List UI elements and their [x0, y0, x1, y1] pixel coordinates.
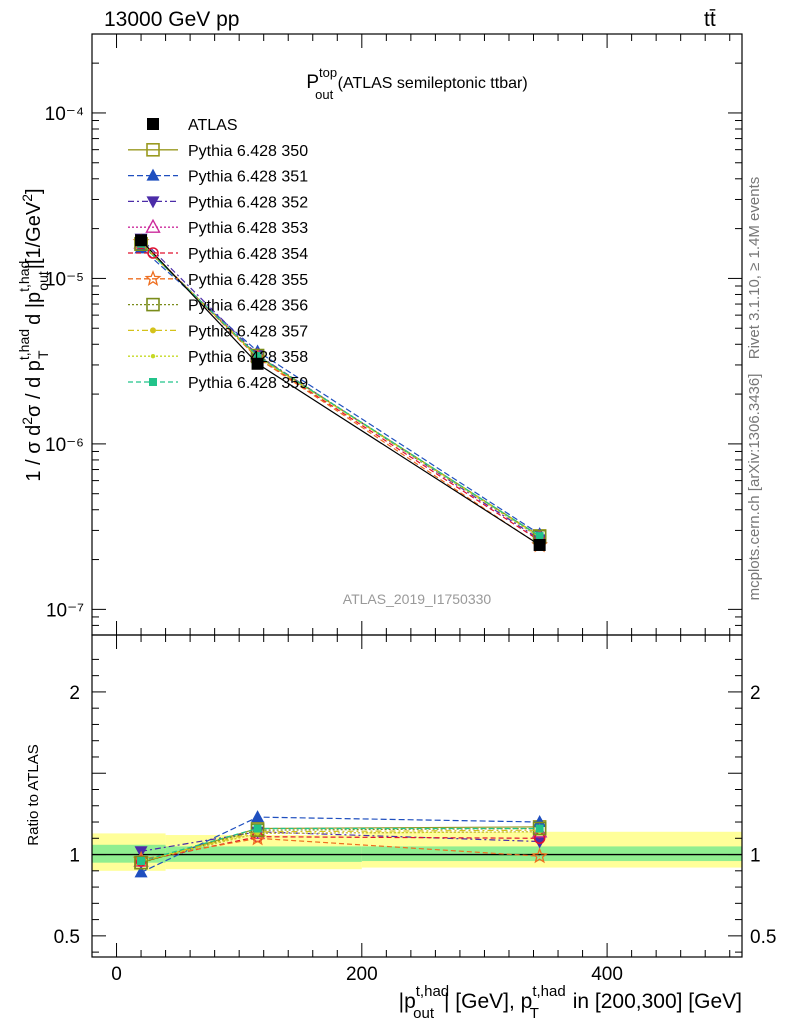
data-point [251, 357, 264, 370]
process-label: tt̄ [704, 8, 716, 31]
legend-label: Pythia 6.428 353 [188, 220, 308, 237]
legend-item: Pythia 6.428 350 [128, 143, 308, 160]
series-atlas [135, 234, 546, 551]
legend-item: Pythia 6.428 358 [128, 349, 308, 366]
watermark: ATLAS_2019_I1750330 [343, 591, 492, 607]
data-point [135, 234, 148, 247]
data-point [533, 538, 546, 551]
legend-label: Pythia 6.428 355 [188, 272, 308, 289]
title-sup: top [319, 65, 337, 80]
ratio-ytick-label-right: 2 [750, 683, 761, 704]
ratio-point [532, 821, 547, 836]
legend-label: Pythia 6.428 351 [188, 169, 308, 186]
ratio-ytick-label: 1 [69, 846, 80, 867]
legend-marker [146, 143, 160, 157]
energy-label: 13000 GeV pp [104, 8, 240, 31]
legend-marker [147, 247, 159, 259]
legend-item: Pythia 6.428 356 [128, 298, 308, 315]
legend-label: ATLAS [188, 117, 238, 134]
legend-item: Pythia 6.428 353 [128, 218, 308, 237]
ratio-point [253, 824, 262, 833]
legend-item: Pythia 6.428 359 [128, 375, 308, 392]
chart-title: Ptop out (ATLAS semileptonic ttbar) [306, 65, 527, 102]
title-main: P [306, 72, 319, 93]
xtick-label: 0 [111, 964, 122, 985]
legend-marker [146, 196, 160, 209]
ratio-pythia-6-428-359 [137, 824, 544, 866]
ratio-ytick-label-right: 0.5 [750, 927, 776, 948]
main-ytick-label: 10⁻⁶ [45, 435, 84, 456]
legend-marker [149, 378, 157, 386]
legend-marker [147, 118, 159, 130]
ratio-point [134, 855, 148, 870]
legend-label: Pythia 6.428 357 [188, 323, 308, 340]
legend: ATLAS Pythia 6.428 350 Pythia 6.428 351 Pyt… [128, 117, 308, 392]
ratio-point [535, 824, 544, 833]
ratio-ytick-label: 2 [69, 683, 80, 704]
data-point [253, 351, 262, 360]
uncertainty-band-inner [92, 844, 166, 863]
ratio-pythia-6-428-351 [134, 810, 547, 878]
ratio-point [531, 847, 548, 864]
legend-marker [144, 270, 162, 286]
legend-marker [146, 168, 160, 181]
ratio-ytick-label: 0.5 [54, 927, 80, 948]
title-rest: (ATLAS semileptonic ttbar) [333, 75, 527, 92]
ratio-point [137, 857, 146, 866]
legend-item: Pythia 6.428 354 [128, 246, 308, 263]
ratio-frame [91, 634, 743, 958]
ratio-line [140, 837, 540, 860]
title-sub: out [315, 87, 333, 102]
legend-label: Pythia 6.428 354 [188, 246, 308, 263]
ratio-point [251, 810, 265, 823]
ratio-line [140, 829, 540, 862]
data-point [535, 532, 544, 541]
main-ytick-label: 10⁻⁴ [45, 104, 84, 125]
main-ylabel: 1 / σ d2σ / d pt,had T d |pt,had out|[1/Ge… [16, 188, 51, 481]
legend-item: Pythia 6.428 351 [128, 168, 308, 186]
xtick-label: 200 [346, 964, 378, 985]
ratio-panel: 0.5 0.5 1 1 2 2 0 200 400 Ratio to ATLAS |pt,had… [25, 634, 776, 1022]
xtick-label: 400 [591, 964, 623, 985]
ratio-ylabel: Ratio to ATLAS [25, 744, 42, 845]
legend-label: Pythia 6.428 356 [188, 298, 308, 315]
ratio-line [140, 836, 540, 862]
ratio-point [533, 815, 547, 828]
main-ytick-label: 10⁻⁷ [46, 600, 84, 621]
legend-label: Pythia 6.428 359 [188, 375, 308, 392]
legend-marker [145, 218, 161, 233]
legend-label: Pythia 6.428 352 [188, 194, 308, 211]
legend-label: Pythia 6.428 350 [188, 143, 308, 160]
ratio-point [134, 865, 148, 878]
legend-label: Pythia 6.428 358 [188, 349, 308, 366]
ratio-xlabel: |pt,had out| [GeV], pt,had T in [200,300] … [399, 983, 742, 1022]
main-ytick-label: 10⁻⁵ [45, 269, 84, 290]
legend-item: Pythia 6.428 357 [128, 323, 308, 340]
legend-marker [150, 354, 156, 359]
ratio-ytick-label-right: 1 [750, 846, 761, 867]
legend-item: Pythia 6.428 352 [128, 194, 308, 211]
main-panel: 10⁻⁷ 10⁻⁶ 10⁻⁵ 10⁻⁴ Ptop out (ATLAS semilept… [16, 33, 743, 957]
legend-marker [146, 297, 160, 312]
legend-item: ATLAS [147, 117, 238, 134]
legend-item: Pythia 6.428 355 [128, 270, 308, 289]
legend-marker [150, 327, 156, 334]
uncertainty-band-inner [361, 846, 742, 862]
